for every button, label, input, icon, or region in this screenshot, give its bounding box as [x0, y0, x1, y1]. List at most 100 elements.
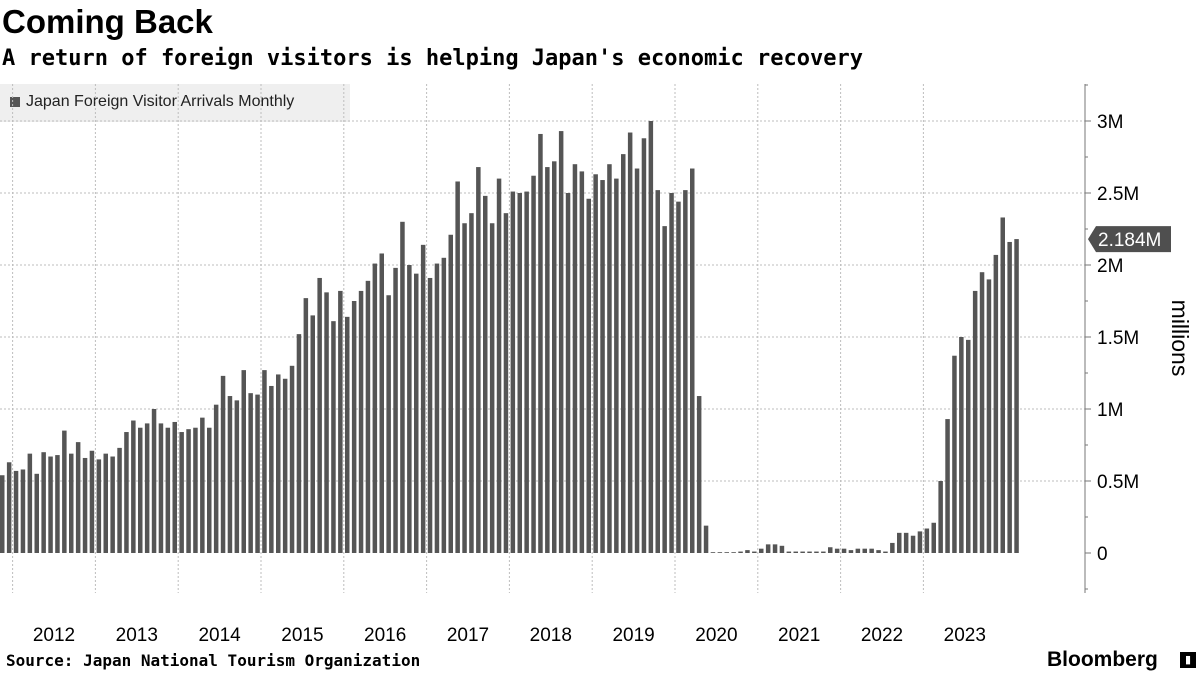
bar [400, 221, 405, 554]
bar [172, 421, 177, 553]
x-tick-label: 2019 [612, 625, 654, 646]
bar [683, 190, 688, 553]
bar [600, 180, 605, 554]
bar [103, 453, 108, 553]
bar [517, 193, 522, 553]
bar [351, 301, 357, 553]
x-tick-label: 2014 [198, 625, 241, 646]
bar [358, 290, 364, 553]
y-tick-label: 2M [1097, 256, 1123, 277]
bar [289, 365, 295, 553]
bar [69, 453, 74, 553]
y-tick-label: 0.5M [1097, 472, 1139, 493]
bar [821, 551, 826, 553]
bar [331, 321, 336, 553]
bar [621, 154, 626, 553]
bar [124, 432, 129, 553]
bar [234, 400, 240, 553]
bar [441, 257, 447, 553]
bar [897, 532, 902, 553]
bar [614, 178, 619, 553]
legend-label: Japan Foreign Visitor Arrivals Monthly [26, 93, 295, 110]
bar [276, 374, 281, 553]
bar [848, 550, 854, 553]
bar [213, 404, 219, 553]
bar [945, 419, 950, 553]
bar [669, 193, 674, 553]
bar [55, 455, 60, 553]
bar [89, 450, 95, 553]
bar [414, 273, 419, 553]
bar [627, 132, 633, 553]
bar [255, 394, 260, 553]
x-tick-label: 2023 [944, 625, 986, 646]
bar [448, 234, 453, 553]
bar [138, 427, 143, 553]
bar [420, 244, 426, 553]
bar [165, 427, 171, 553]
bar [807, 551, 812, 553]
bar [910, 535, 916, 553]
bar [883, 551, 888, 553]
bar [462, 223, 467, 554]
bar [110, 456, 115, 553]
bar [227, 396, 233, 553]
bar [986, 279, 992, 553]
bar [282, 378, 288, 553]
bar [6, 462, 12, 553]
bar [483, 195, 488, 553]
bar [1000, 217, 1005, 554]
bar [158, 423, 164, 553]
bar [200, 417, 205, 553]
bar [752, 551, 757, 553]
bar [793, 551, 798, 553]
last-value-label: 2.184M [1098, 230, 1161, 251]
bar [269, 385, 274, 553]
bar [779, 545, 785, 553]
bar [503, 213, 509, 553]
bar [207, 427, 212, 553]
bar [262, 370, 267, 553]
bar [979, 272, 985, 553]
bar [648, 121, 654, 553]
bloomberg-logo: Bloomberg [1047, 648, 1158, 671]
x-tick-label: 2013 [116, 625, 158, 646]
bar [662, 226, 667, 553]
bar [814, 551, 819, 553]
y-tick-label: 1M [1097, 400, 1123, 421]
bar [386, 295, 391, 553]
bar [75, 442, 81, 553]
y-axis-title: millions [1167, 300, 1193, 377]
bar [469, 213, 474, 553]
bar [855, 548, 861, 553]
bar [862, 548, 867, 553]
bar [696, 396, 702, 553]
bar [917, 531, 923, 553]
bar [828, 547, 833, 553]
bar [565, 193, 571, 553]
bar [572, 164, 578, 553]
bar [579, 171, 585, 553]
bar [841, 548, 847, 553]
bar [772, 544, 778, 553]
bar [593, 174, 598, 553]
bar [489, 223, 495, 554]
bar [48, 456, 53, 553]
chart-subtitle: A return of foreign visitors is helping … [2, 46, 863, 71]
bar [952, 355, 957, 553]
bar [586, 198, 591, 553]
bar [310, 315, 315, 553]
bar [496, 178, 502, 553]
bar [869, 548, 874, 553]
bar [703, 525, 709, 553]
source-note: Source: Japan National Tourism Organizat… [6, 651, 421, 670]
bar [558, 131, 564, 553]
bar [379, 253, 384, 554]
bar [890, 542, 895, 553]
bar [724, 552, 729, 553]
y-tick-label: 0 [1097, 544, 1108, 565]
bar [938, 481, 943, 553]
bar [324, 292, 329, 553]
bar [131, 420, 136, 553]
bar [193, 427, 198, 553]
